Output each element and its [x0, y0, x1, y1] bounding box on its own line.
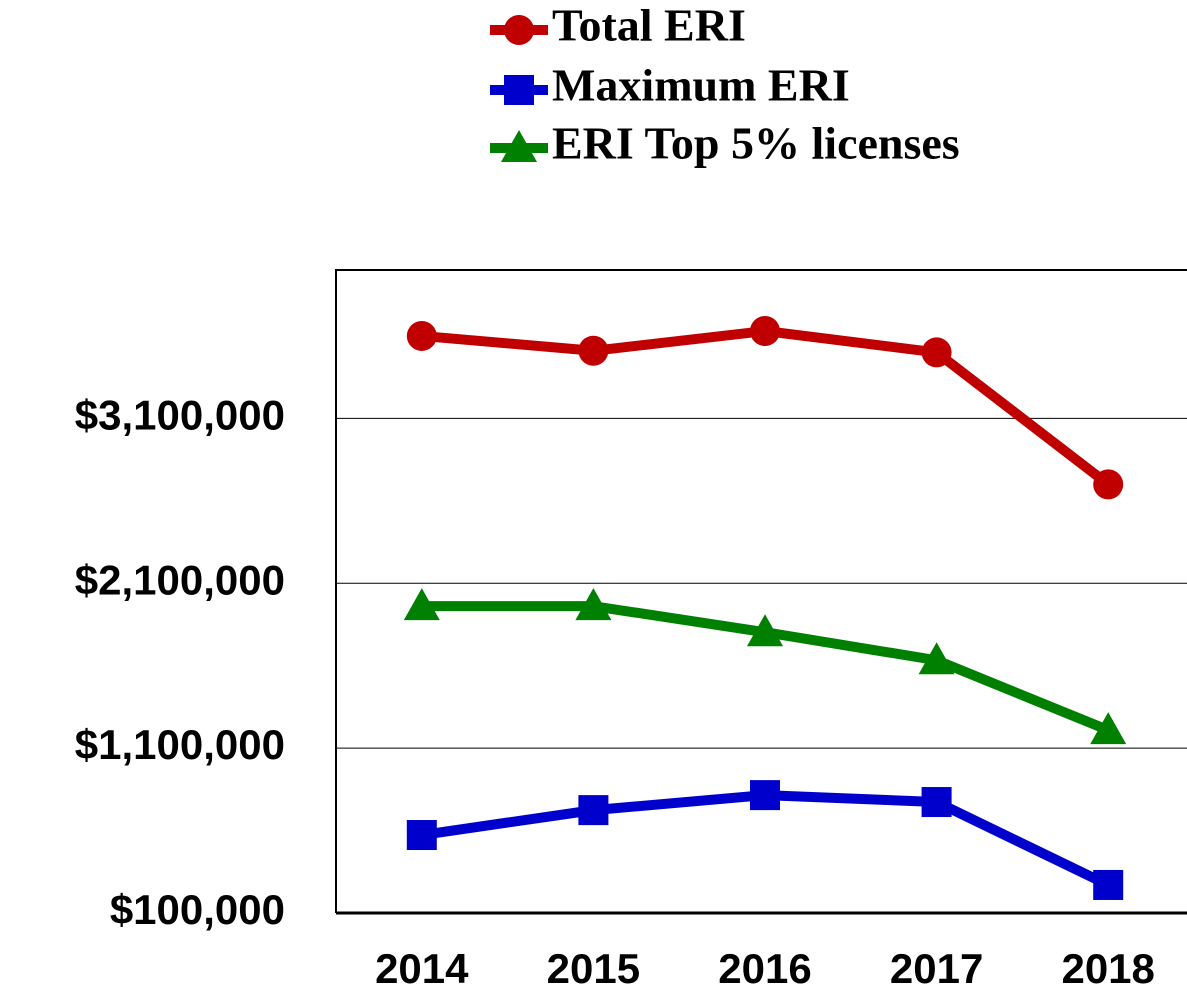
legend-label: Maximum ERI [552, 60, 850, 111]
marker [501, 130, 537, 162]
marker [750, 780, 780, 811]
marker [1090, 712, 1127, 745]
marker [1093, 469, 1124, 500]
plot-frame [335, 269, 1187, 913]
marker [403, 588, 440, 621]
marker [921, 337, 952, 368]
series-line [421, 326, 1112, 489]
x-tick-label: 2017 [890, 945, 983, 992]
marker [921, 787, 952, 818]
marker [1093, 869, 1124, 900]
y-tick-label: $100,000 [110, 886, 285, 933]
marker [750, 316, 780, 347]
x-tick-label: 2016 [718, 945, 811, 992]
marker [406, 820, 437, 851]
legend-label: Total ERI [552, 0, 746, 51]
marker [578, 795, 609, 826]
marker [575, 588, 612, 621]
marker [918, 642, 955, 675]
x-tick-label: 2014 [375, 945, 469, 992]
y-tick-label: $2,100,000 [75, 556, 285, 603]
y-tick-label: $3,100,000 [75, 391, 285, 438]
marker [406, 320, 437, 351]
legend-label: ERI Top 5% licenses [552, 118, 960, 169]
marker [504, 75, 534, 105]
x-tick-label: 2015 [547, 945, 640, 992]
marker [747, 614, 783, 647]
marker [504, 15, 534, 45]
marker [578, 335, 609, 366]
x-tick-label: 2018 [1061, 945, 1154, 992]
y-tick-label: $1,100,000 [75, 721, 285, 768]
